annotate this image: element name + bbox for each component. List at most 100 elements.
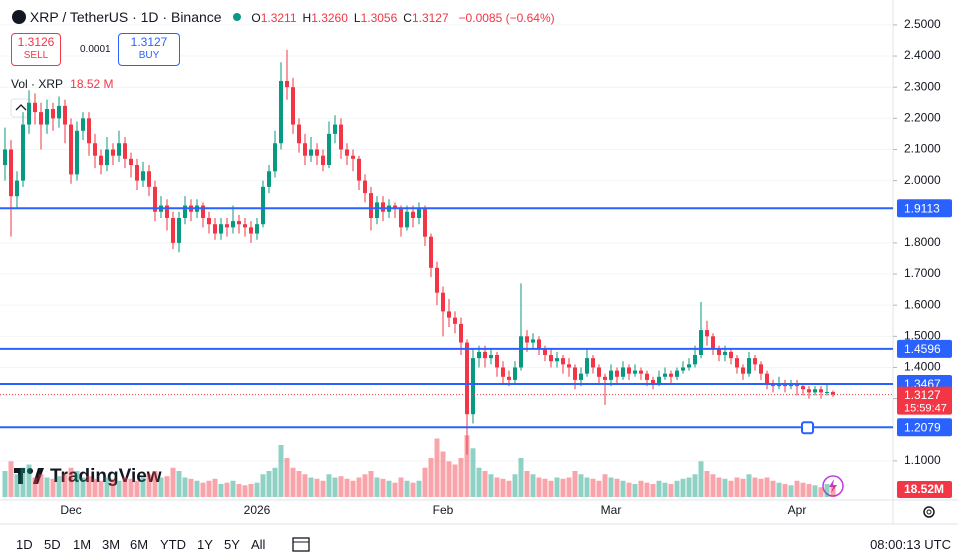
tv-logo-mark [14,468,44,484]
calendar-icon[interactable] [292,537,310,552]
candle-body [435,267,439,293]
candle-body [477,351,481,359]
buy-button[interactable]: 1.3127 BUY [118,33,180,66]
candle-body [105,149,109,166]
settings-icon[interactable] [923,506,935,518]
volume-bar [656,480,662,497]
candle-body [603,376,607,380]
range-button[interactable]: 5D [44,537,61,552]
volume-bar [278,445,284,497]
volume-bar [548,480,554,497]
volume-bar [110,478,116,497]
logo-text: TradingView [50,466,162,487]
candle-body [447,311,451,318]
replay-icon[interactable] [822,475,844,497]
candle-body [255,224,259,234]
volume-bar [494,477,500,497]
candle-body [297,124,301,144]
last-price-badge [897,386,952,415]
candle-body [381,202,385,212]
volume-bar [662,482,668,497]
volume-bar [560,478,566,497]
volume-bar [476,467,482,497]
candle-body [831,392,835,395]
volume-bar [752,477,758,497]
candle-body [291,87,295,125]
candle-body [315,149,319,156]
candle-body [699,330,703,355]
y-tick-label: 1.1000 [904,453,941,467]
range-button[interactable]: 1M [73,537,92,552]
range-button[interactable]: 6M [130,537,149,552]
volume-bar [692,474,698,497]
candle-body [327,133,331,166]
candle-body [51,108,55,119]
volume-bar [374,477,380,497]
volume-bar [512,474,518,497]
volume-bar [356,477,362,497]
volume-bar [8,461,14,497]
legend-value: 1.3211 [260,11,297,25]
candle-body [543,348,547,355]
candle-body [231,221,235,228]
candle-body [495,355,499,368]
candle-body [207,217,211,225]
y-tick-label: 2.4000 [904,48,941,62]
y-tick-label: 2.3000 [904,79,941,93]
candle-body [111,149,115,156]
volume-bar [164,476,170,497]
volume-bar [2,471,8,497]
sell-button[interactable]: 1.3126 SELL [11,33,61,66]
volume-bar [80,477,86,497]
candle-body [375,202,379,218]
candle-body [555,358,559,362]
volume-bar [50,478,56,497]
range-button[interactable]: 3M [102,537,121,552]
x-tick-label: 2026 [244,503,271,517]
candle-body [345,149,349,156]
level-label: 1.4596 [904,342,941,356]
candle-body [429,236,433,268]
candle-body [465,342,469,415]
y-tick-label: 2.1000 [904,142,941,156]
candle-body [741,367,745,374]
volume-bar [818,487,824,497]
volume-bar [764,477,770,497]
volume-bar [368,471,374,497]
level-label: 1.2079 [904,420,941,434]
x-tick-label: Dec [60,503,81,517]
volume-bar [674,480,680,497]
candle-body [285,80,289,88]
range-button[interactable]: YTD [160,537,186,552]
candle-body [693,355,697,365]
candle-body [735,358,739,368]
range-button[interactable]: 1D [16,537,33,552]
candle-body [321,155,325,166]
volume-bar [812,485,818,497]
candle-body [747,358,751,374]
volume-bar [140,477,146,497]
range-button[interactable]: All [251,537,266,552]
last-price-label: 1.3127 [904,388,941,402]
candle-body [33,102,37,113]
volume-bar [530,474,536,497]
volume-bar [260,474,266,497]
legend-key: H [302,11,312,25]
candle-body [129,158,133,166]
volume-bar [194,480,200,497]
volume-bar [542,478,548,497]
volume-bar [734,477,740,497]
volume-bar [794,480,800,497]
volume-bar [296,471,302,497]
volume-bar [590,478,596,497]
volume-bar [482,471,488,497]
volume-bar [470,448,476,497]
range-button[interactable]: 1Y [197,537,213,552]
candle-body [165,205,169,218]
y-tick-label: 1.6000 [904,297,941,311]
volume-title: Vol · XRP [11,77,63,91]
candle-body [9,149,13,197]
range-button[interactable]: 5Y [224,537,240,552]
y-tick-label: 2.2000 [904,111,941,125]
candle-body [69,124,73,175]
